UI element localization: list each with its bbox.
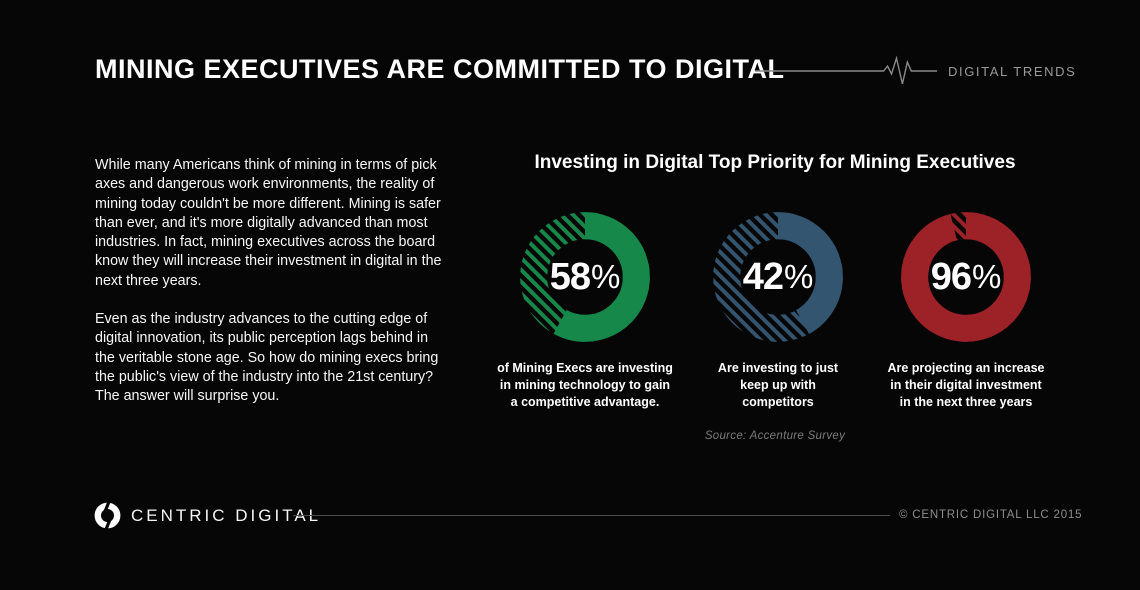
intro-paragraph-2: Even as the industry advances to the cut… [95, 311, 439, 405]
digital-trends-label: DIGITAL TRENDS [948, 64, 1077, 79]
donut-value-label: 58% [515, 207, 655, 347]
donut-caption: Are projecting an increase in their digi… [887, 361, 1045, 409]
donut-block-96: 96% Are projecting an increase in their … [871, 207, 1061, 411]
donut-value: 42 [742, 255, 784, 298]
percent-sign: % [590, 258, 621, 295]
donut-block-58: 58% of Mining Execs are investing in min… [490, 207, 680, 411]
donut-chart: 96% [896, 207, 1036, 347]
intro-copy: While many Americans think of mining in … [95, 156, 447, 407]
centric-digital-logo-icon [94, 499, 121, 532]
donut-block-42: 42% Are investing to just keep up with c… [683, 207, 873, 411]
donut-chart: 58% [515, 207, 655, 347]
donut-chart-section: Investing in Digital Top Priority for Mi… [490, 140, 1060, 460]
donut-value-label: 96% [896, 207, 1036, 347]
chart-title: Investing in Digital Top Priority for Mi… [534, 152, 1016, 173]
donut-value: 96 [930, 255, 972, 298]
donut-chart: 42% [708, 207, 848, 347]
footer-divider-line [293, 515, 890, 516]
percent-sign: % [783, 258, 814, 295]
donut-svg [520, 212, 650, 342]
pulse-line-icon [753, 55, 941, 87]
footer-copyright: © CENTRIC DIGITAL LLC 2015 [899, 509, 1083, 521]
donut-value-label: 42% [708, 207, 848, 347]
donut-svg [901, 212, 1031, 342]
page-title: MINING EXECUTIVES ARE COMMITTED TO DIGIT… [95, 54, 785, 84]
donut-caption: of Mining Execs are investing in mining … [497, 361, 673, 409]
intro-paragraph-1: While many Americans think of mining in … [95, 157, 442, 289]
percent-sign: % [971, 258, 1002, 295]
donut-svg [713, 212, 843, 342]
donut-caption: Are investing to just keep up with compe… [717, 361, 839, 409]
ecg-pulse-icon [754, 55, 938, 85]
footer-brand-name: CENTRIC DIGITAL [131, 506, 322, 525]
donut-value: 58 [549, 255, 591, 298]
chart-source: Source: Accenture Survey [704, 430, 846, 442]
